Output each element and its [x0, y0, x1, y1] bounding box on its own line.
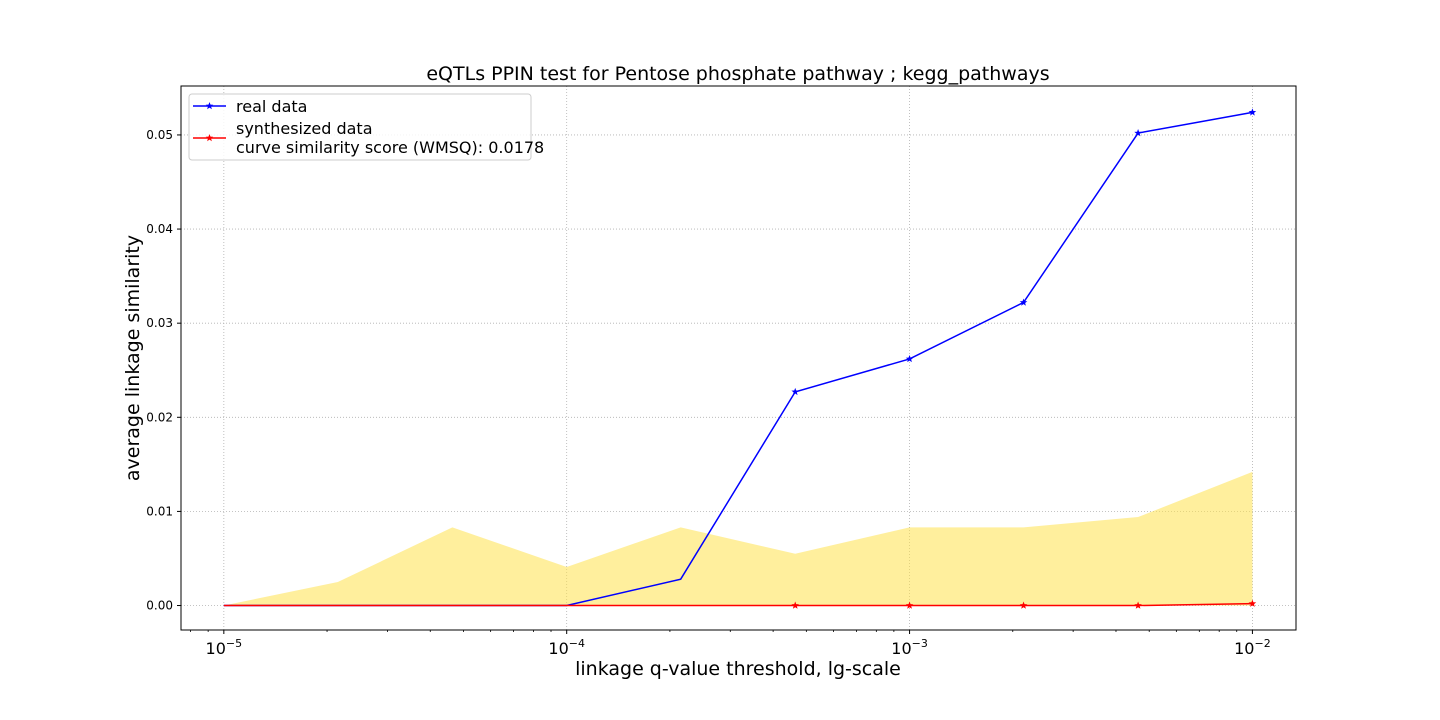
legend: real data synthesized data curve similar… — [188, 93, 544, 161]
data-point-real — [1019, 298, 1028, 306]
data-point-synthesized — [1134, 601, 1142, 609]
y-tick-label: 0.02 — [146, 410, 173, 424]
legend-label-synth: synthesized data — [236, 119, 373, 138]
data-point-synthesized — [1019, 601, 1028, 609]
y-tick-label: 0.05 — [146, 128, 173, 142]
x-tick-label: 10−5 — [206, 637, 243, 658]
legend-label-score: curve similarity score (WMSQ): 0.0178 — [236, 138, 544, 157]
legend-marker-synth — [205, 134, 214, 142]
data-point-real — [905, 354, 914, 363]
series-line-synthesized — [223, 602, 1253, 607]
x-axis-title: linkage q-value threshold, lg-scale — [575, 658, 901, 680]
y-tick-label: 0.04 — [146, 222, 173, 236]
legend-marker-real — [205, 102, 214, 110]
y-tick-label: 0.01 — [146, 504, 173, 518]
x-tick-label: 10−2 — [1234, 637, 1271, 658]
chart-title: eQTLs PPIN test for Pentose phosphate pa… — [426, 63, 1049, 85]
data-point-real — [791, 387, 800, 396]
data-point-real — [1134, 129, 1142, 137]
y-tick-label: 0.03 — [146, 316, 173, 330]
data-point-synthesized — [1248, 599, 1257, 607]
data-point-synthesized — [905, 601, 914, 609]
legend-label-real: real data — [236, 97, 307, 116]
plot-area-frame — [180, 85, 1297, 631]
x-tick-label: 10−4 — [548, 637, 585, 658]
legend-box — [188, 93, 532, 161]
series-lines — [223, 108, 1257, 609]
confidence-band — [223, 471, 1253, 606]
axis-ticks: 0.00 0.01 0.02 0.03 0.04 0.05 10−5 10−4 10−3 10−2 — [146, 128, 1270, 658]
synthesized-range-band — [223, 471, 1253, 606]
data-point-real — [1248, 108, 1257, 116]
x-tick-label: 10−3 — [891, 637, 928, 658]
y-tick-label: 0.00 — [146, 599, 173, 613]
y-axis-title: average linkage similarity — [122, 235, 144, 481]
data-point-synthesized — [791, 601, 800, 609]
